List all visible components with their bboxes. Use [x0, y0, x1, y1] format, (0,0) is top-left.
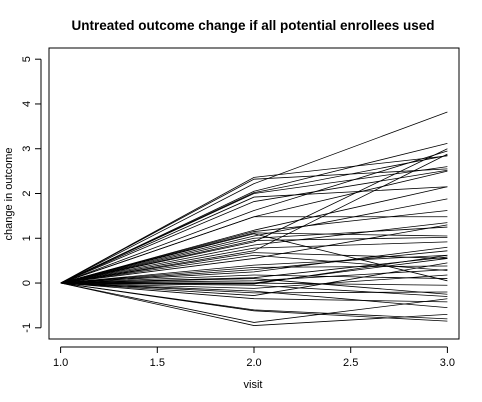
y-tick-label: 1 [21, 235, 33, 241]
series-line-8 [60, 169, 448, 284]
series-line-37 [60, 282, 448, 297]
y-tick-label: 3 [21, 146, 33, 152]
y-tick-label: 5 [21, 56, 33, 62]
series-line-20 [60, 222, 448, 284]
series-line-4 [60, 142, 448, 284]
series-line-39 [60, 282, 448, 309]
series-line-30 [60, 274, 448, 284]
x-tick-label: 1.5 [150, 357, 165, 369]
series-line-2 [60, 168, 448, 284]
y-tick-label: -1 [21, 323, 33, 333]
x-tick-label: 2.5 [343, 357, 358, 369]
series-line-40 [60, 282, 448, 294]
series-line-3 [60, 111, 448, 284]
series-line-19 [60, 148, 448, 284]
series-line-44 [60, 282, 448, 322]
series-line-25 [60, 224, 448, 284]
series-line-7 [60, 186, 448, 284]
series-line-6 [60, 166, 448, 284]
series-line-12 [60, 186, 448, 284]
series-line-26 [60, 254, 448, 284]
x-tick-label: 3.0 [440, 357, 455, 369]
series-line-46 [60, 282, 448, 326]
chart-title: Untreated outcome change if all potentia… [71, 18, 434, 33]
x-axis: 1.0 1.5 2.0 2.5 3.0 [53, 346, 455, 369]
x-tick-label: 2.0 [246, 357, 261, 369]
x-axis-label: visit [244, 379, 263, 391]
y-axis: -1 0 1 2 3 4 5 [21, 56, 42, 333]
series-line-38 [60, 274, 448, 289]
series-line-23 [60, 252, 448, 284]
series-line-17 [60, 226, 448, 284]
y-tick-label: 2 [21, 190, 33, 196]
series-line-33 [60, 269, 448, 284]
series-line-24 [60, 254, 448, 284]
series-line-21 [60, 241, 448, 284]
series-line-1 [60, 155, 448, 284]
series-line-29 [60, 246, 448, 284]
series-line-42 [60, 282, 448, 303]
series-line-13 [60, 210, 448, 284]
series-line-28 [60, 250, 448, 284]
series-line-16 [60, 198, 448, 284]
series-line-32 [60, 278, 448, 295]
plot-frame [48, 47, 460, 340]
series-line-22 [60, 153, 448, 284]
series-lines [60, 111, 448, 326]
series-line-36 [60, 254, 448, 285]
series-line-45 [60, 282, 448, 323]
series-line-41 [60, 262, 448, 296]
series-line-18 [60, 236, 448, 284]
y-axis-label: change in outcome [3, 148, 15, 241]
y-tick-label: 4 [21, 101, 33, 107]
y-tick-label: 0 [21, 280, 33, 286]
series-line-9 [60, 150, 448, 284]
x-tick-label: 1.0 [53, 357, 68, 369]
